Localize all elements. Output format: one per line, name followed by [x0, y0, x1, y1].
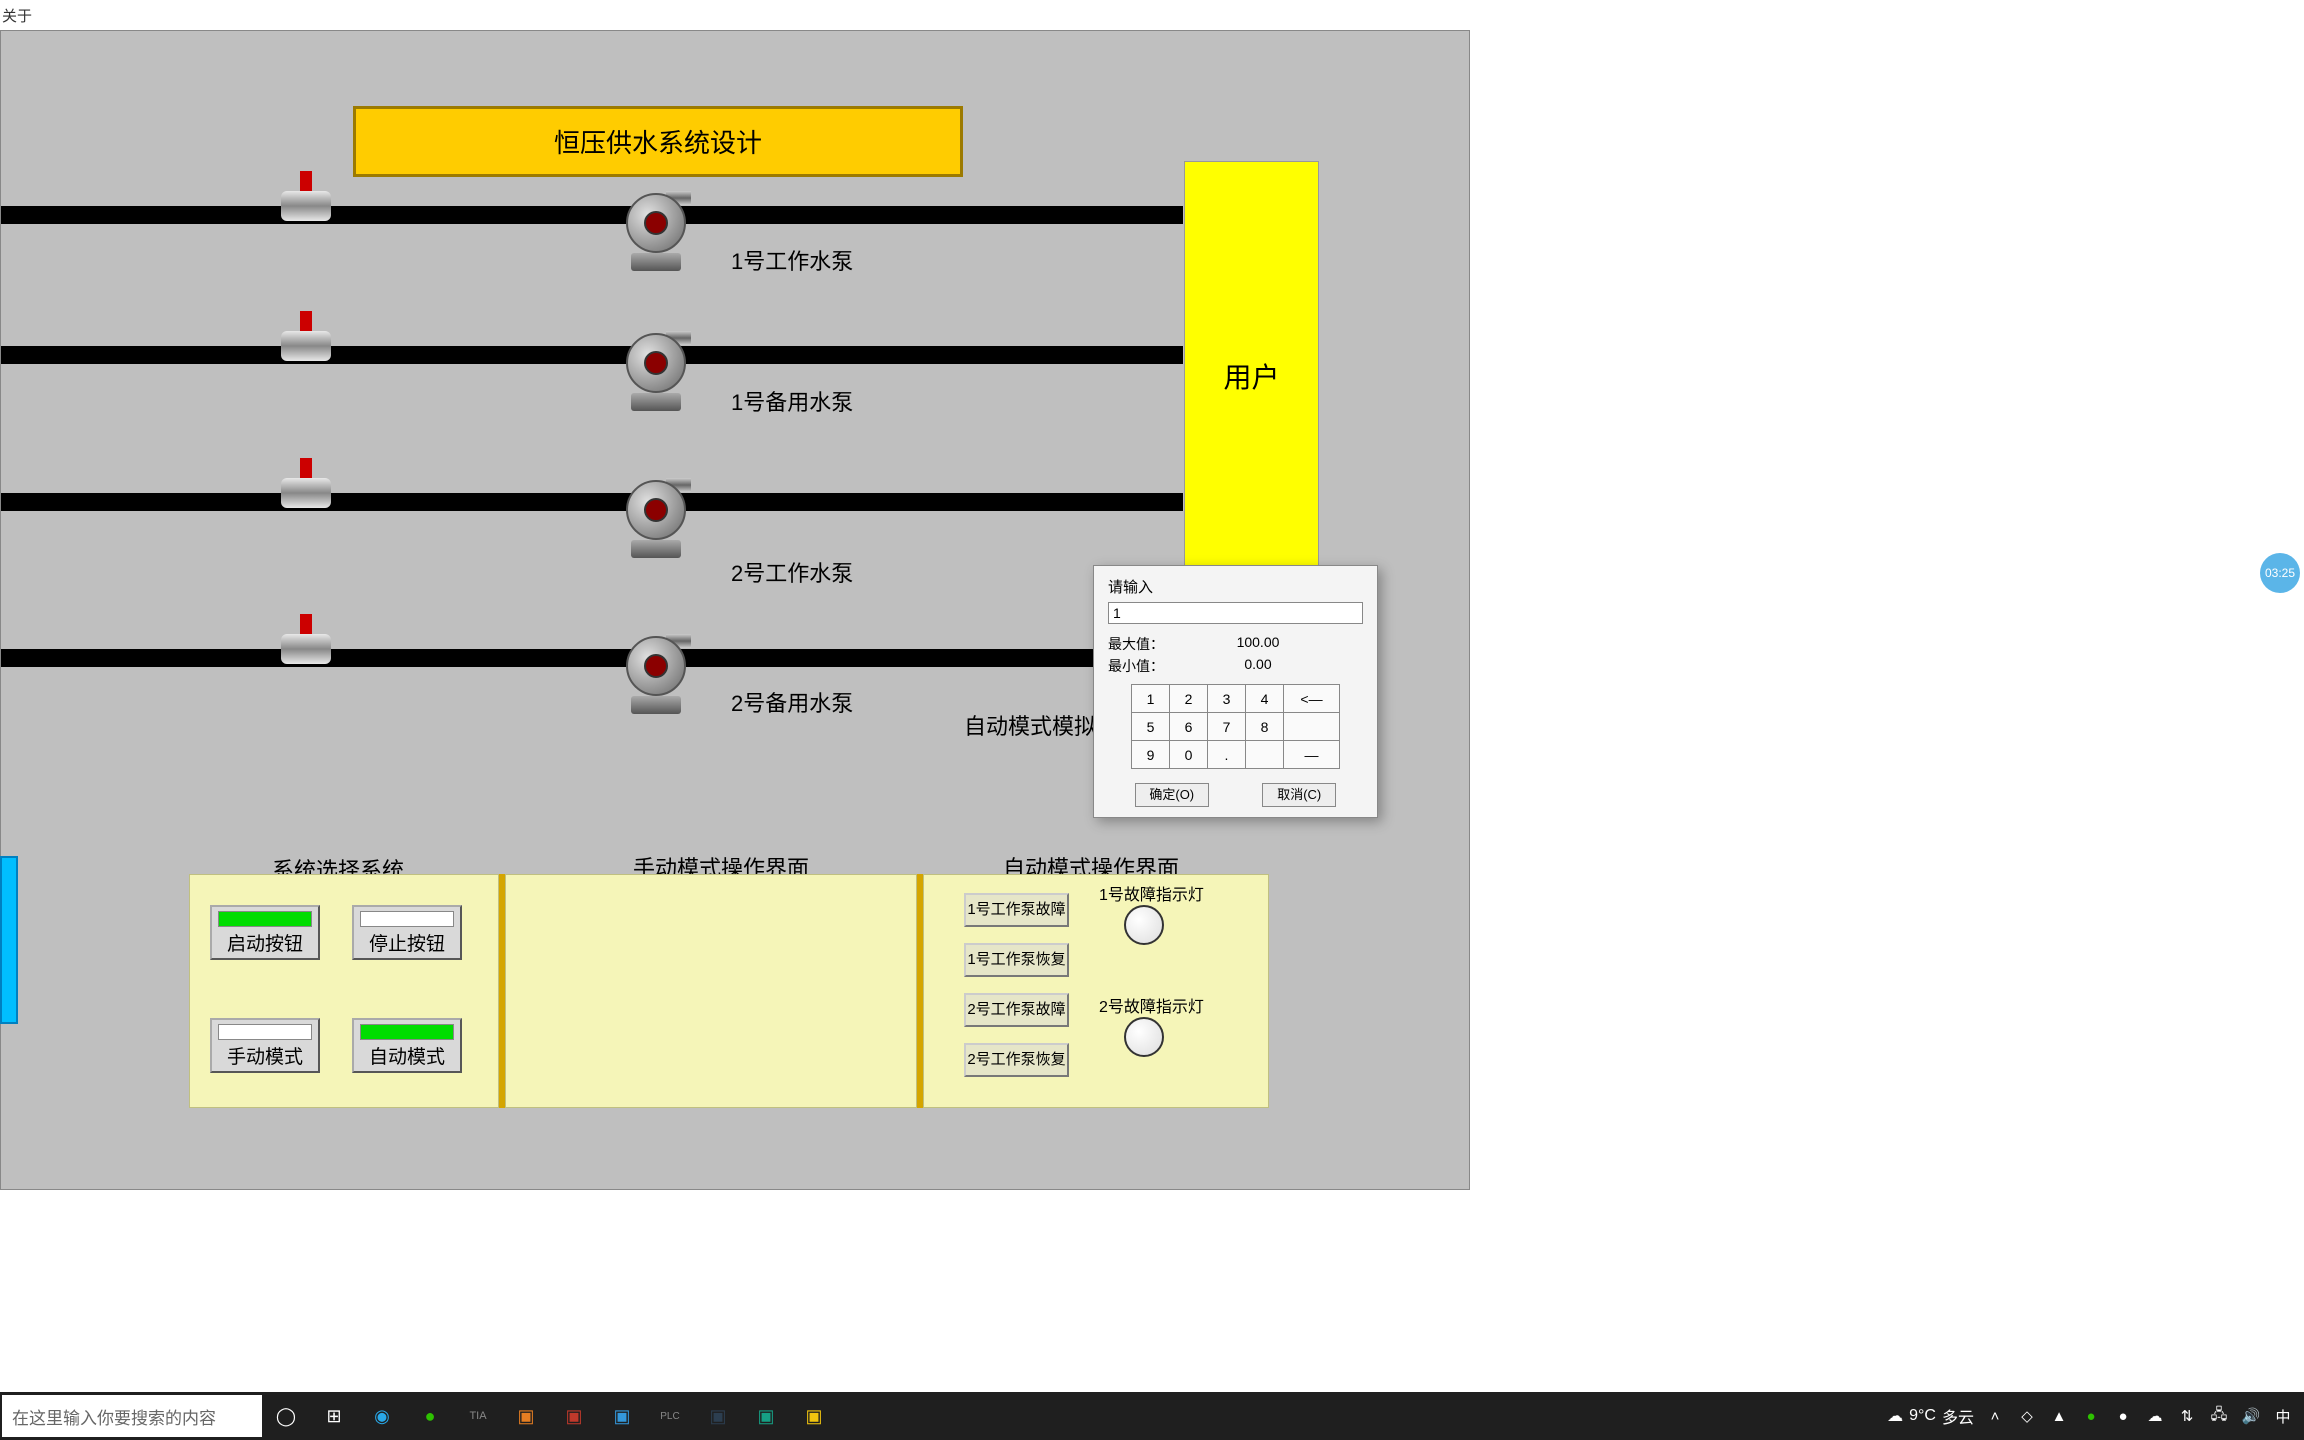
pump-2	[611, 321, 701, 411]
dialog-input[interactable]	[1108, 602, 1363, 624]
panel-auto: 1号工作泵故障 1号工作泵恢复 2号工作泵故障 2号工作泵恢复 1号故障指示灯 …	[923, 874, 1269, 1108]
light1-label: 1号故障指示灯	[1099, 881, 1204, 905]
max-label: 最大值：	[1108, 634, 1188, 654]
explorer-icon[interactable]: ▣	[790, 1392, 838, 1440]
pipe	[1, 206, 1183, 224]
key-backspace[interactable]: <—	[1284, 685, 1340, 713]
pump-4	[611, 624, 701, 714]
light2-label: 2号故障指示灯	[1099, 993, 1204, 1017]
input-dialog: 请输入 最大值：100.00 最小值：0.00 1 2 3 4 <— 5 6 7…	[1093, 565, 1378, 818]
app-icon[interactable]: ▣	[502, 1392, 550, 1440]
taskbar-tray: ☁ 9°C 多云 ˄ ◇ ▲ ● ● ☁ ⇅ 🖧 🔊 中	[1887, 1404, 2304, 1428]
dialog-ok-button[interactable]: 确定(O)	[1135, 783, 1209, 807]
light2	[1124, 1017, 1164, 1057]
key-5[interactable]: 5	[1132, 713, 1170, 741]
page-title: 恒压供水系统设计	[353, 106, 963, 177]
pipe	[1, 649, 1183, 667]
valve-3	[281, 458, 331, 518]
key-minus[interactable]: —	[1284, 741, 1340, 769]
tray-wechat-icon[interactable]: ●	[2080, 1405, 2102, 1427]
pump-3	[611, 468, 701, 558]
p1-fault-button[interactable]: 1号工作泵故障	[964, 893, 1069, 927]
start-indicator	[218, 911, 312, 927]
key-9[interactable]: 9	[1132, 741, 1170, 769]
stop-button[interactable]: 停止按钮	[352, 905, 462, 960]
app-icon-2[interactable]: ▣	[550, 1392, 598, 1440]
tray-app-icon[interactable]: ●	[2112, 1405, 2134, 1427]
key-4[interactable]: 4	[1246, 685, 1284, 713]
p1-restore-button[interactable]: 1号工作泵恢复	[964, 943, 1069, 977]
min-label: 最小值：	[1108, 656, 1188, 676]
manual-mode-button[interactable]: 手动模式	[210, 1018, 320, 1073]
min-value: 0.00	[1188, 656, 1328, 676]
tia-icon[interactable]: TIA	[454, 1392, 502, 1440]
p2-fault-button[interactable]: 2号工作泵故障	[964, 993, 1069, 1027]
valve-4	[281, 614, 331, 674]
key-6[interactable]: 6	[1170, 713, 1208, 741]
tray-usb-icon[interactable]: ⇅	[2176, 1405, 2198, 1427]
pipe	[1, 493, 1183, 511]
runtime-icon[interactable]: ▣	[742, 1392, 790, 1440]
key-dot[interactable]: .	[1208, 741, 1246, 769]
taskbar: 在这里输入你要搜索的内容 ◯ ⊞ ◉ ● TIA ▣ ▣ ▣ PLC ▣ ▣ ▣…	[0, 1392, 2304, 1440]
stop-indicator	[360, 911, 454, 927]
taskbar-search[interactable]: 在这里输入你要搜索的内容	[2, 1395, 262, 1437]
key-1[interactable]: 1	[1132, 685, 1170, 713]
tray-network-icon[interactable]: 🖧	[2208, 1405, 2230, 1427]
valve-1	[281, 171, 331, 231]
auto-indicator	[360, 1024, 454, 1040]
key-8[interactable]: 8	[1246, 713, 1284, 741]
pipe	[1, 346, 1183, 364]
tray-chevron-icon[interactable]: ˄	[1984, 1405, 2006, 1427]
tray-drive-icon[interactable]: ◇	[2016, 1405, 2038, 1427]
key-blank2[interactable]	[1246, 741, 1284, 769]
pump-3-label: 2号工作水泵	[731, 556, 853, 588]
app-icon-3[interactable]: ▣	[598, 1392, 646, 1440]
key-blank[interactable]	[1284, 713, 1340, 741]
plcsim-icon[interactable]: PLC	[646, 1392, 694, 1440]
auto-mode-button[interactable]: 自动模式	[352, 1018, 462, 1073]
time-badge: 03:25	[2260, 553, 2300, 593]
wincc-icon[interactable]: ▣	[694, 1392, 742, 1440]
side-indicator	[0, 856, 18, 1024]
tray-volume-icon[interactable]: 🔊	[2240, 1405, 2262, 1427]
pump-4-label: 2号备用水泵	[731, 686, 853, 718]
wechat-icon[interactable]: ●	[406, 1392, 454, 1440]
pump-1-label: 1号工作水泵	[731, 244, 853, 276]
edge-icon[interactable]: ◉	[358, 1392, 406, 1440]
manual-indicator	[218, 1024, 312, 1040]
cortana-icon[interactable]: ◯	[262, 1392, 310, 1440]
tray-cloud-icon[interactable]: ☁	[2144, 1405, 2166, 1427]
tray-shield-icon[interactable]: ▲	[2048, 1405, 2070, 1427]
light1	[1124, 905, 1164, 945]
pump-1	[611, 181, 701, 271]
key-3[interactable]: 3	[1208, 685, 1246, 713]
panel-manual	[505, 874, 917, 1108]
p2-restore-button[interactable]: 2号工作泵恢复	[964, 1043, 1069, 1077]
dialog-prompt: 请输入	[1108, 576, 1363, 597]
panel-system: 启动按钮 停止按钮 手动模式 自动模式	[189, 874, 499, 1108]
user-tank: 用户	[1184, 161, 1319, 591]
sim-mode-label: 自动模式模拟	[964, 709, 1096, 741]
key-2[interactable]: 2	[1170, 685, 1208, 713]
start-button[interactable]: 启动按钮	[210, 905, 320, 960]
dialog-cancel-button[interactable]: 取消(C)	[1262, 783, 1336, 807]
tray-ime-icon[interactable]: 中	[2272, 1405, 2294, 1427]
taskview-icon[interactable]: ⊞	[310, 1392, 358, 1440]
max-value: 100.00	[1188, 634, 1328, 654]
weather-widget[interactable]: ☁ 9°C 多云	[1887, 1404, 1974, 1428]
valve-2	[281, 311, 331, 371]
menu-bar[interactable]: 关于	[0, 0, 34, 30]
pump-2-label: 1号备用水泵	[731, 385, 853, 417]
key-0[interactable]: 0	[1170, 741, 1208, 769]
key-7[interactable]: 7	[1208, 713, 1246, 741]
weather-icon: ☁	[1887, 1406, 1903, 1426]
keypad: 1 2 3 4 <— 5 6 7 8 9 0 . —	[1131, 684, 1340, 769]
